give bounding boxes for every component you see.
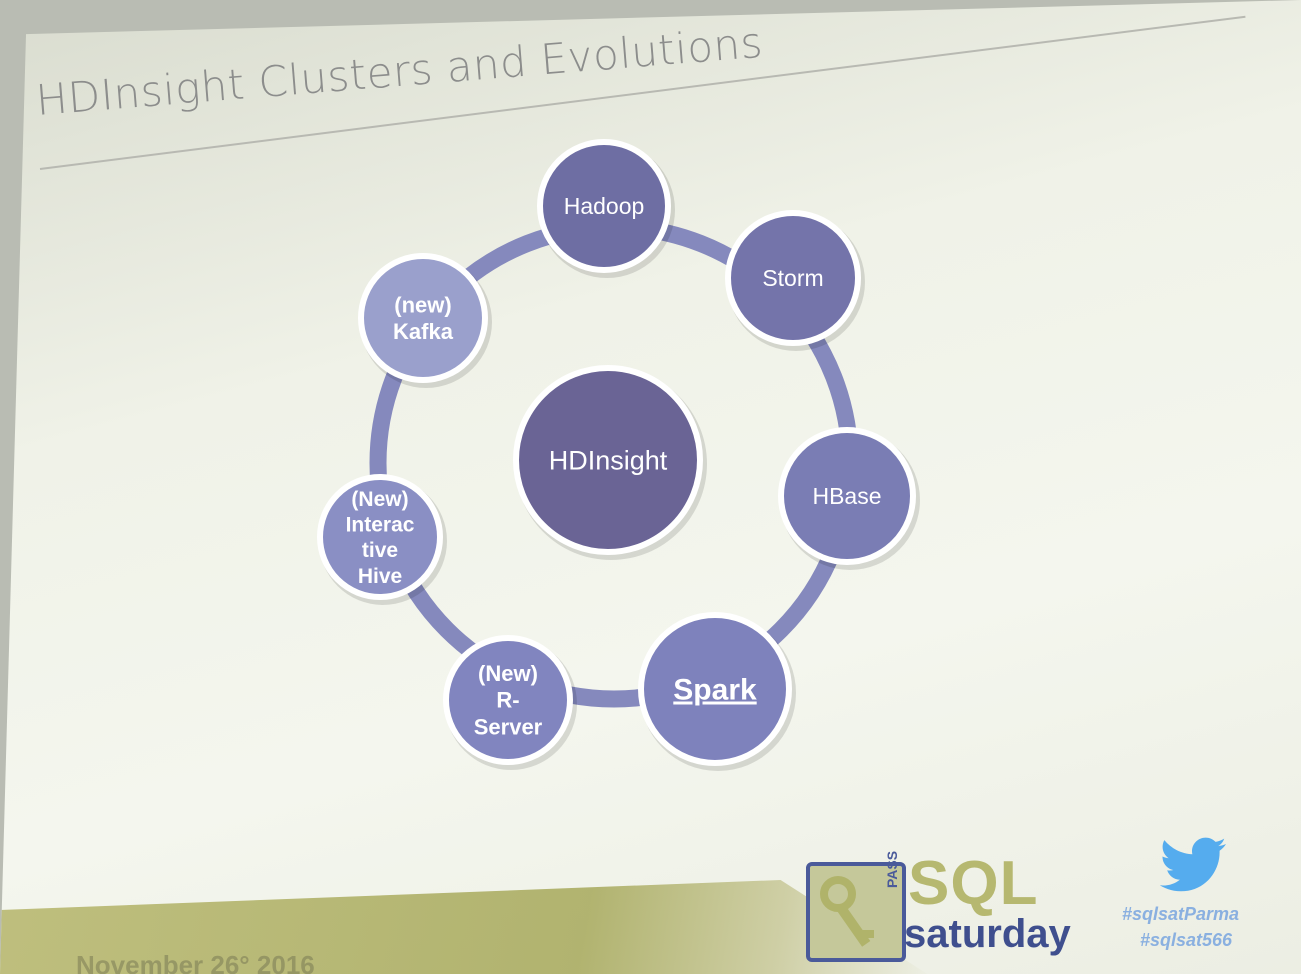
cluster-node-new-interac-tive-hive-label: Hive: [358, 565, 402, 588]
cluster-node-new-r-server-label: Server: [474, 715, 543, 740]
key-icon: [820, 876, 874, 947]
cluster-node-storm: Storm: [725, 210, 865, 351]
cluster-node-hbase: HBase: [778, 427, 920, 570]
cluster-node-new-interac-tive-hive-label: Interac: [346, 514, 415, 537]
logo-sql-text: SQL: [908, 849, 1039, 918]
hashtag-sqlsat566: #sqlsat566: [1140, 930, 1233, 950]
cluster-node-spark: Spark: [638, 612, 796, 771]
cluster-node-spark-label: Spark: [673, 674, 757, 707]
cluster-node-new-interac-tive-hive-label: tive: [362, 539, 398, 562]
logo-pass-text: PASS: [884, 850, 900, 888]
cluster-node-hadoop: Hadoop: [537, 139, 675, 278]
cluster-node-storm-label: Storm: [762, 265, 823, 291]
logo-saturday-text: saturday: [904, 912, 1071, 956]
cluster-node-hbase-label: HBase: [812, 483, 881, 509]
cluster-node-new-interac-tive-hive-label: (New): [351, 488, 408, 511]
twitter-bird-icon: [1159, 837, 1226, 892]
cluster-node-new-r-server-label: (New): [478, 661, 538, 686]
footer-date: November 26° 2016: [76, 950, 315, 974]
cluster-node-new-r-server: (New)R-Server: [443, 635, 577, 770]
hashtag-parma: #sqlsatParma: [1122, 904, 1240, 924]
center-node-hdinsight-label: HDInsight: [549, 445, 668, 475]
cluster-node-new-kafka-label: Kafka: [393, 319, 454, 344]
cluster-node-new-kafka: (new)Kafka: [358, 253, 492, 388]
sqlsaturday-logo-mark: [806, 862, 906, 962]
center-node-hdinsight: HDInsight: [513, 365, 707, 560]
cluster-node-new-r-server-label: R-: [496, 688, 519, 713]
cluster-node-hadoop-label: Hadoop: [564, 193, 645, 219]
cluster-node-new-kafka-label: (new): [394, 292, 451, 317]
